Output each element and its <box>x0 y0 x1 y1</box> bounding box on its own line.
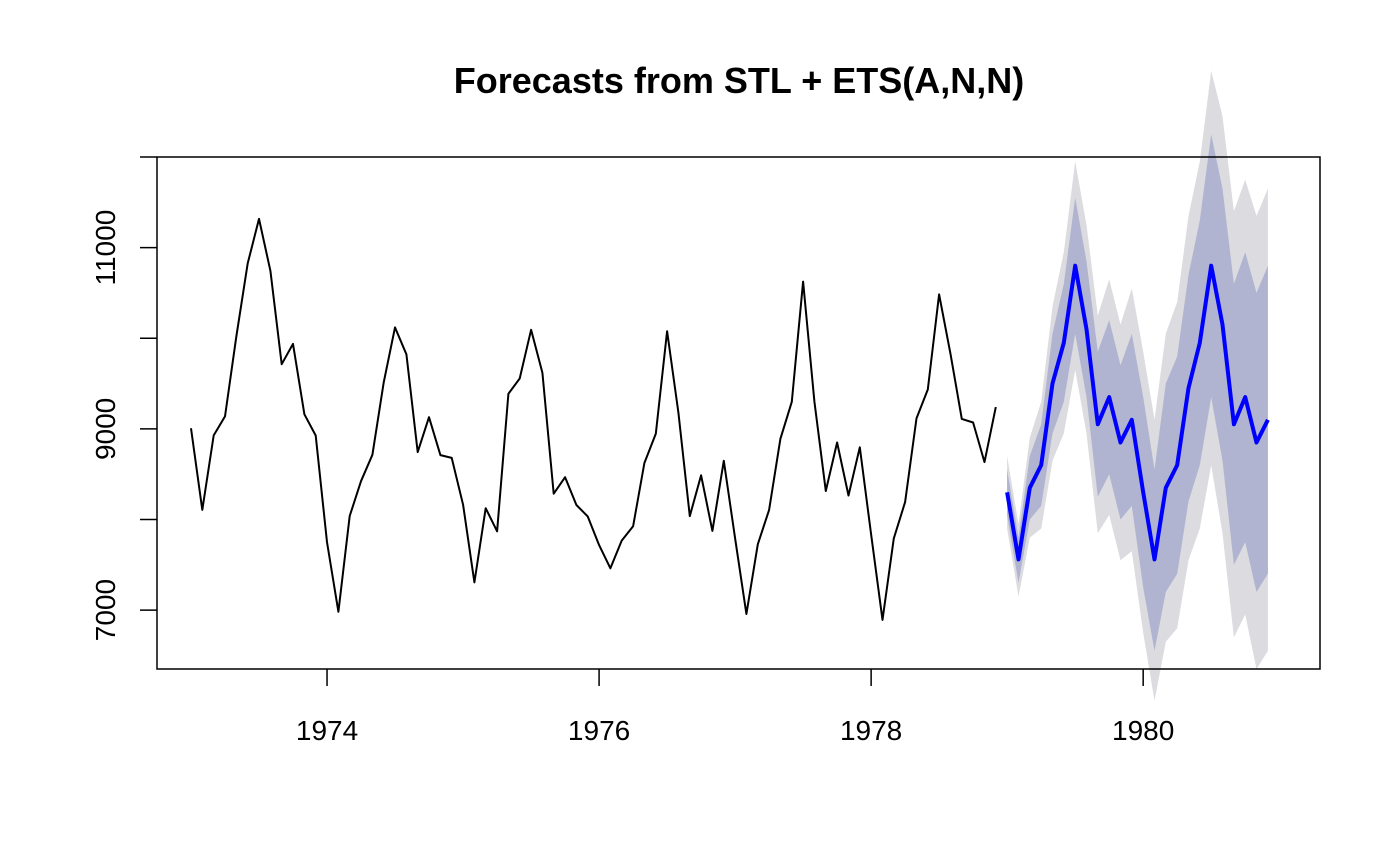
y-tick-label: 7000 <box>90 579 121 641</box>
x-tick-label: 1978 <box>840 715 902 746</box>
chart-title: Forecasts from STL + ETS(A,N,N) <box>454 60 1024 101</box>
x-tick-label: 1974 <box>296 715 358 746</box>
x-tick-label: 1980 <box>1112 715 1174 746</box>
x-tick-label: 1976 <box>568 715 630 746</box>
y-axis: 7000 9000 11000 <box>90 156 157 641</box>
history-line <box>190 217 997 621</box>
series-lines <box>190 217 1270 621</box>
y-tick-label: 11000 <box>90 210 121 286</box>
band-80 <box>1007 134 1268 651</box>
x-axis: 1974 1976 1978 1980 <box>296 669 1174 746</box>
prediction-intervals <box>1007 70 1268 701</box>
forecast-line <box>1005 263 1270 562</box>
plot-frame <box>156 156 1321 670</box>
y-tick-label: 9000 <box>90 398 121 460</box>
